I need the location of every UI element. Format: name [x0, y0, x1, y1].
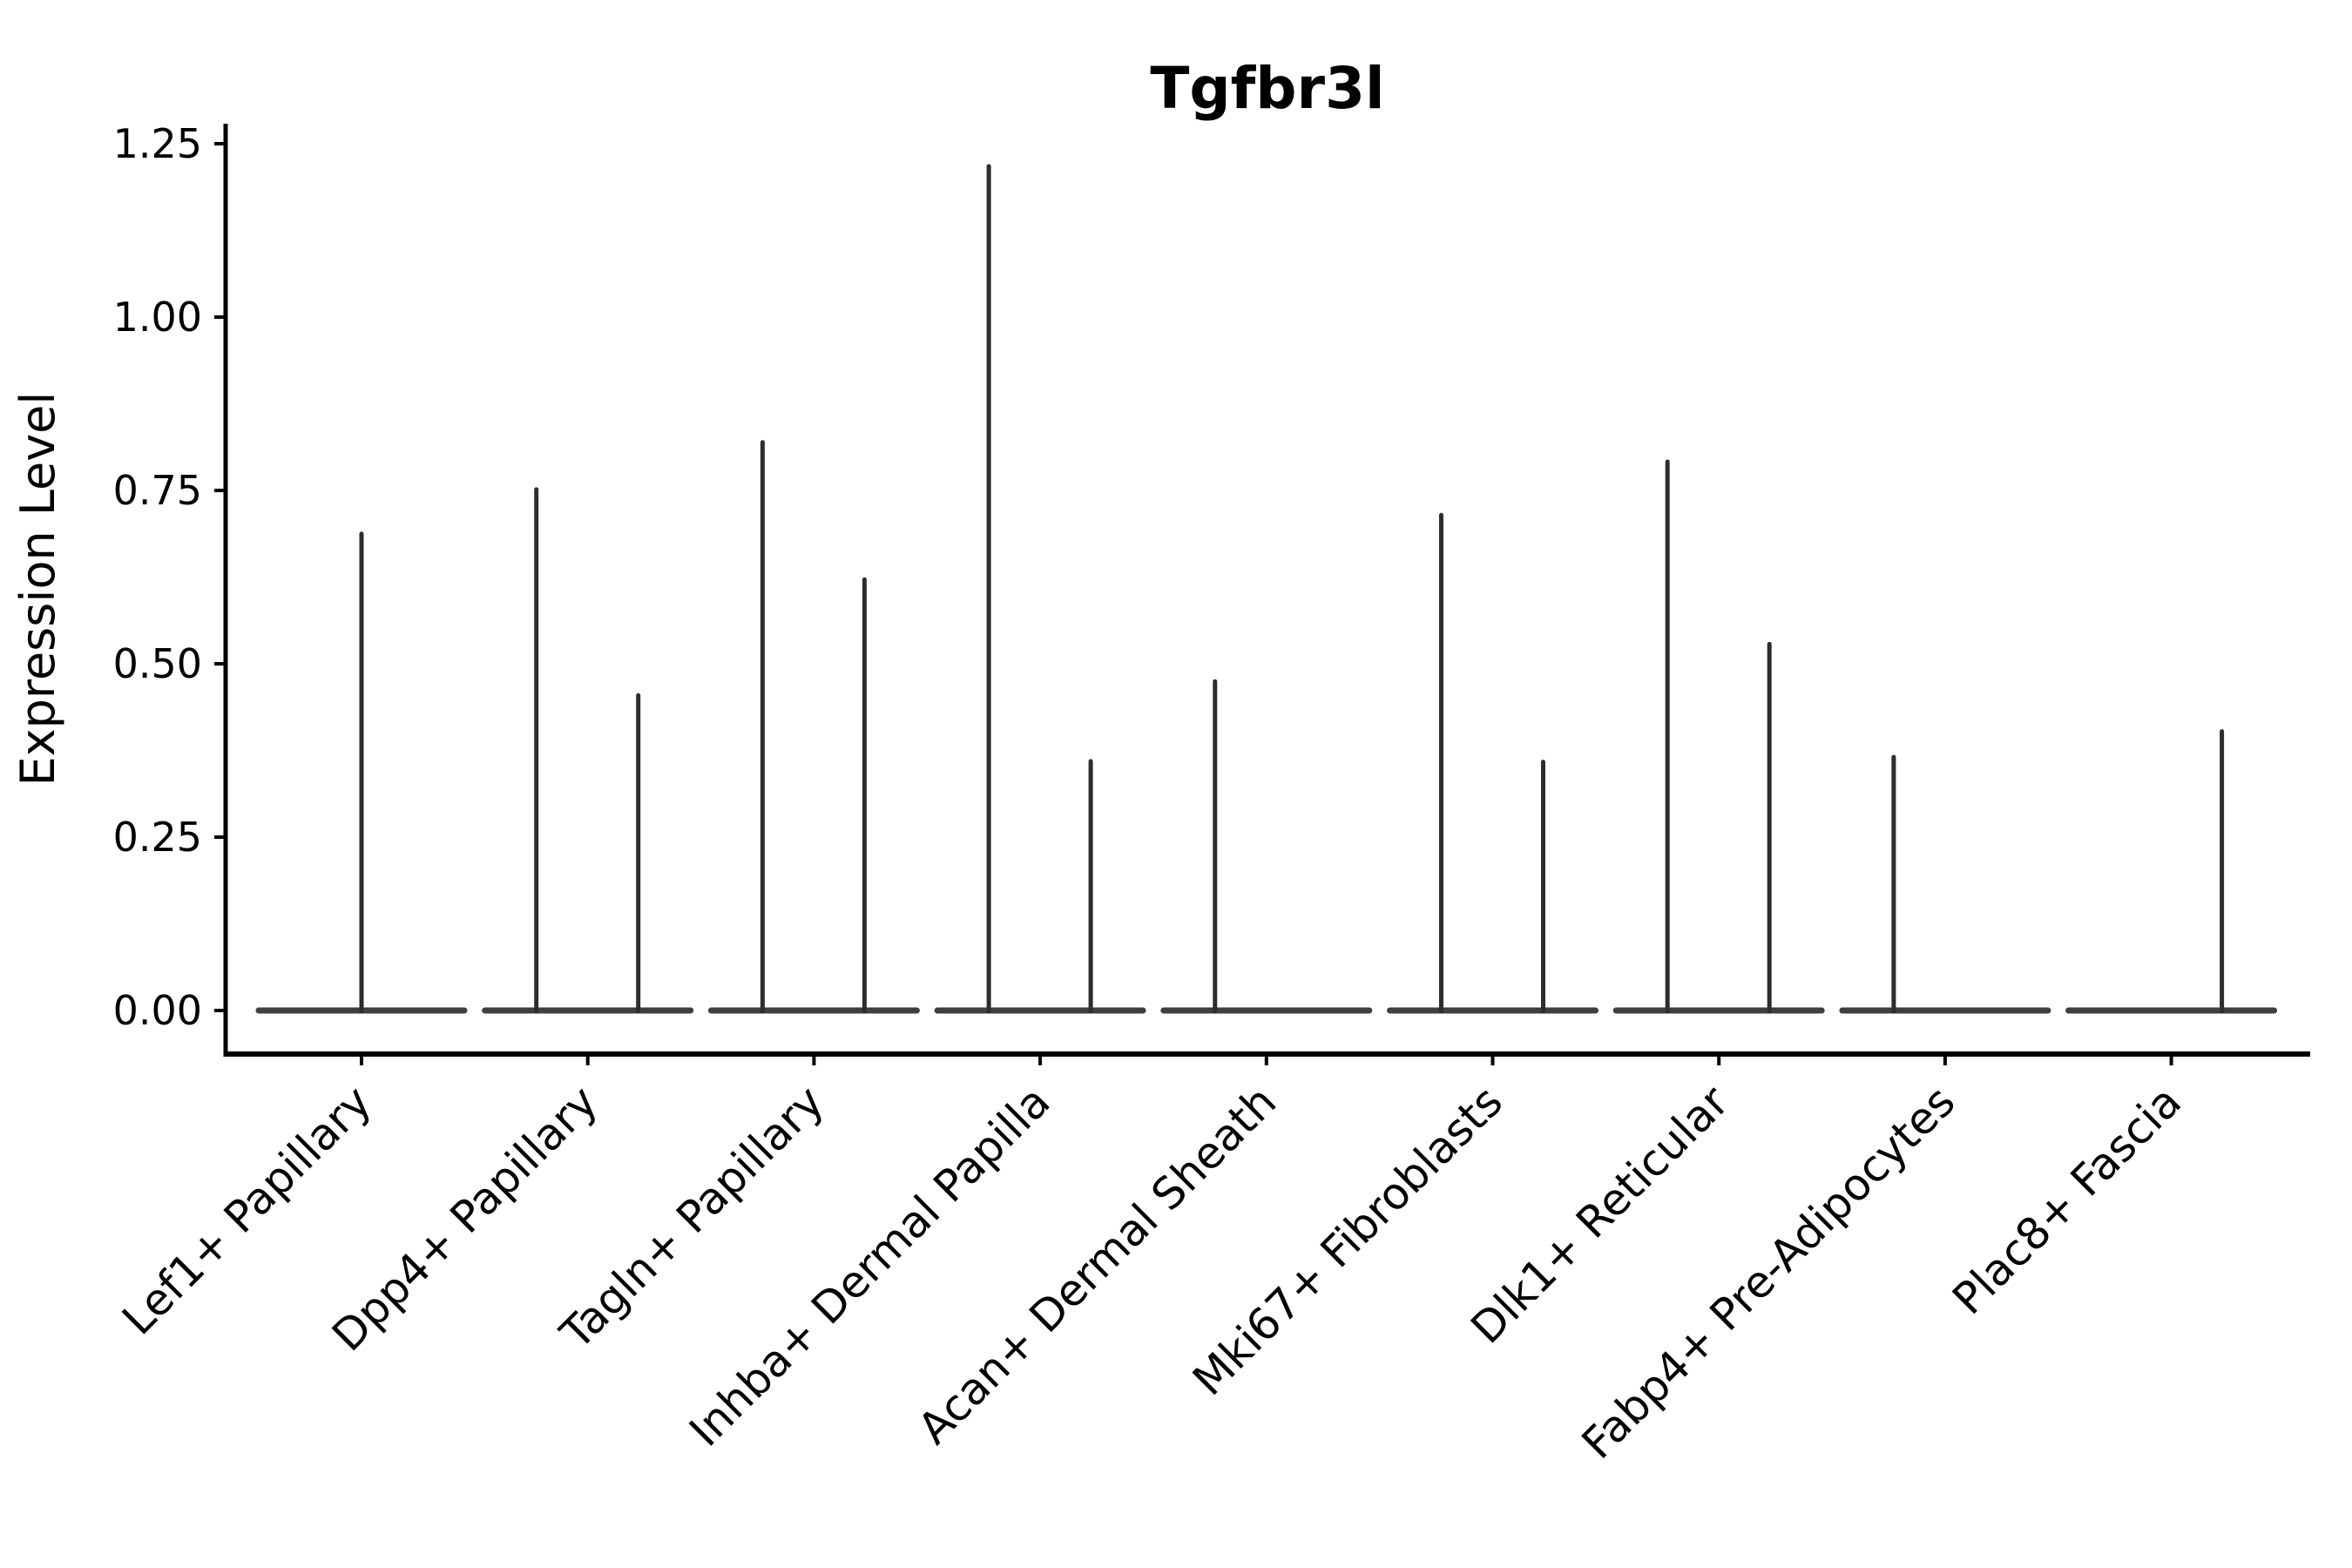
x-tick-label: Fabp4+ Pre-Adipocytes: [1572, 1076, 1965, 1469]
y-tick-label: 0.75: [113, 467, 202, 514]
y-tick-label: 1.00: [113, 294, 202, 341]
y-tick-label: 0.50: [113, 640, 202, 687]
y-tick-label: 0.00: [113, 987, 202, 1034]
x-tick-label: Lef1+ Papillary: [112, 1076, 381, 1344]
y-tick-label: 0.25: [113, 814, 202, 861]
y-axis-label: Expression Level: [10, 392, 65, 787]
plot-title: Tgfbr3l: [1150, 55, 1384, 122]
x-tick-label: Inhba+ Dermal Papilla: [679, 1076, 1059, 1456]
y-tick-label: 1.25: [113, 120, 202, 167]
x-tick-label: Plac8+ Fascia: [1943, 1076, 2191, 1324]
violins-layer: [255, 164, 2278, 1014]
x-tick-label: Acan+ Dermal Sheath: [909, 1076, 1287, 1454]
